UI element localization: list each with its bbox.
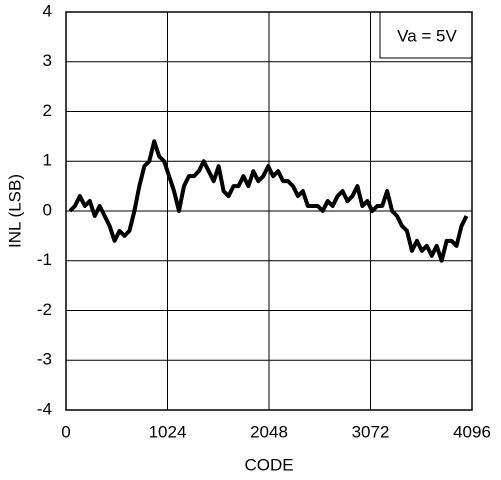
x-axis-label: CODE xyxy=(244,455,293,474)
x-tick-label: 3072 xyxy=(352,422,390,441)
y-tick-label: 3 xyxy=(43,51,52,70)
data-line xyxy=(68,139,469,263)
plot-frame xyxy=(65,11,473,411)
annotation: Va = 5V xyxy=(397,26,457,45)
y-tick-label: 4 xyxy=(43,1,52,20)
x-tick-label: 4096 xyxy=(453,422,491,441)
annotation-box xyxy=(379,11,473,59)
y-tick-label: -1 xyxy=(37,250,52,269)
y-tick-label: 2 xyxy=(43,101,52,120)
y-axis-label: INL (LSB) xyxy=(5,174,24,248)
y-tick-label: -4 xyxy=(37,399,52,418)
y-tick-label: 1 xyxy=(43,151,52,170)
y-tick-label: -3 xyxy=(37,350,52,369)
y-tick-label: 0 xyxy=(43,200,52,219)
x-tick-label: 2048 xyxy=(250,422,288,441)
x-tick-label: 1024 xyxy=(149,422,187,441)
x-tick-label: 0 xyxy=(61,422,70,441)
y-tick-label: -2 xyxy=(37,300,52,319)
